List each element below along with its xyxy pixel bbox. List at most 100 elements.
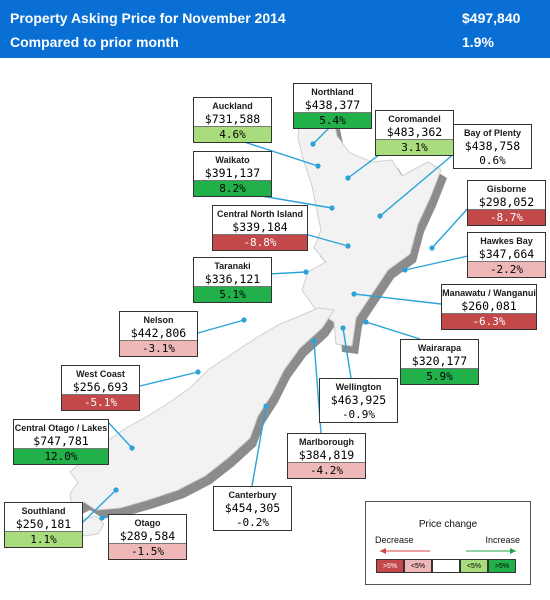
region-price: $391,137 [204, 166, 261, 180]
region-box-central-north-island: Central North Island $339,184 -8.8% [212, 205, 308, 251]
leader-line-west-coast [139, 371, 199, 387]
region-price: $454,305 [224, 501, 281, 515]
region-price: $347,664 [478, 247, 535, 261]
legend-swatch-large-decrease: >5% [376, 559, 404, 573]
national-price: $497,840 [462, 10, 521, 26]
price-change-legend: Price change Decrease Increase >5% <5% <… [365, 501, 531, 585]
region-change: -3.1% [120, 340, 197, 356]
region-name: Northland [311, 87, 354, 97]
legend-increase-label: Increase [485, 535, 520, 545]
region-change: -0.9% [320, 407, 397, 422]
region-name: Coromandel [388, 114, 441, 124]
region-change: 5.9% [401, 368, 478, 384]
location-dot-gisborne [429, 245, 435, 251]
location-dot-waikato [329, 205, 335, 211]
leader-line-nelson [197, 319, 245, 334]
region-name: Manawatu / Wanganui [442, 288, 536, 298]
leader-line-gisborne [431, 205, 471, 249]
location-dot-west-coast [195, 369, 201, 375]
region-box-northland: Northland $438,377 5.4% [293, 83, 372, 129]
region-box-hawkes-bay: Hawkes Bay $347,664 -2.2% [467, 232, 546, 278]
region-price: $260,081 [461, 299, 517, 313]
region-name: Central Otago / Lakes [14, 423, 108, 433]
region-name: West Coast [76, 369, 125, 379]
region-price: $747,781 [33, 434, 89, 448]
map-land [69, 93, 442, 537]
location-dot-central-otago-lakes [129, 445, 135, 451]
region-price: $438,758 [464, 139, 521, 153]
region-box-wellington: Wellington $463,925 -0.9% [319, 378, 398, 423]
location-dot-marlborough [311, 338, 317, 344]
region-name: Canterbury [228, 490, 277, 500]
region-box-coromandel: Coromandel $483,362 3.1% [375, 110, 454, 156]
leader-line-central-otago-lakes [107, 421, 133, 449]
region-box-manawatu-wanganui: Manawatu / Wanganui $260,081 -6.3% [441, 284, 537, 330]
location-dot-bay-of-plenty [377, 213, 383, 219]
location-dot-wairarapa [363, 319, 369, 325]
arrow-left-icon [380, 548, 386, 554]
region-change: -5.1% [62, 394, 139, 410]
location-dot-taranaki [303, 269, 309, 275]
region-change: 12.0% [14, 448, 108, 464]
region-box-marlborough: Marlborough $384,819 -4.2% [287, 433, 366, 479]
region-box-auckland: Auckland $731,588 4.6% [193, 97, 272, 143]
location-dot-wellington [340, 325, 346, 331]
region-change: 5.1% [194, 286, 271, 302]
region-box-west-coast: West Coast $256,693 -5.1% [61, 365, 140, 411]
region-box-central-otago-lakes: Central Otago / Lakes $747,781 12.0% [13, 419, 109, 465]
region-box-southland: Southland $250,181 1.1% [4, 502, 83, 548]
leader-line-wairarapa [365, 321, 421, 340]
region-change: -8.7% [468, 209, 545, 225]
region-price: $442,806 [130, 326, 187, 340]
location-dot-southland [113, 487, 119, 493]
location-dot-auckland [315, 163, 321, 169]
new-zealand-map [69, 93, 471, 537]
region-price: $438,377 [304, 98, 361, 112]
leader-line-bay-of-plenty [379, 152, 456, 217]
region-name: Central North Island [216, 209, 303, 219]
region-name: Marlborough [299, 437, 354, 447]
region-price: $250,181 [15, 517, 72, 531]
location-dot-otago [99, 515, 105, 521]
leader-line-hawkes-bay [404, 255, 469, 271]
region-price: $339,184 [232, 220, 288, 234]
region-price: $731,588 [204, 112, 261, 126]
region-change: 4.6% [194, 126, 271, 142]
region-change: 0.6% [454, 153, 531, 168]
region-change: -1.5% [109, 543, 186, 559]
region-change: 1.1% [5, 531, 82, 547]
legend-title: Price change [418, 519, 478, 530]
legend-swatch-large-increase: >5% [488, 559, 516, 573]
region-price: $384,819 [298, 448, 355, 462]
region-price: $289,584 [119, 529, 176, 543]
region-name: Waikato [215, 155, 250, 165]
page-subtitle: Compared to prior month [10, 34, 179, 50]
arrow-right-icon [510, 548, 516, 554]
legend-swatch-small-increase: <5% [460, 559, 488, 573]
region-box-waikato: Waikato $391,137 8.2% [193, 151, 272, 197]
region-price: $463,925 [330, 393, 387, 407]
region-change: -2.2% [468, 261, 545, 277]
location-dot-manawatu-wanganui [351, 291, 357, 297]
north-island [297, 93, 442, 347]
region-change: 5.4% [294, 112, 371, 128]
location-dot-coromandel [345, 175, 351, 181]
region-name: Hawkes Bay [480, 236, 533, 246]
region-name: Auckland [212, 101, 253, 111]
legend-decrease-label: Decrease [375, 535, 414, 545]
region-change: -6.3% [442, 313, 536, 329]
region-box-wairarapa: Wairarapa $320,177 5.9% [400, 339, 479, 385]
legend-swatch-neutral [432, 559, 460, 573]
region-name: Taranaki [214, 261, 251, 271]
region-price: $483,362 [386, 125, 443, 139]
region-change: 3.1% [376, 139, 453, 155]
legend-swatch-small-decrease: <5% [404, 559, 432, 573]
leader-line-manawatu-wanganui [353, 293, 442, 305]
location-dot-northland [310, 141, 316, 147]
region-box-taranaki: Taranaki $336,121 5.1% [193, 257, 272, 303]
location-dot-hawkes-bay [402, 267, 408, 273]
leader-line-canterbury [251, 405, 267, 487]
legend-arrows [380, 548, 516, 554]
national-change: 1.9% [462, 34, 494, 50]
region-box-gisborne: Gisborne $298,052 -8.7% [467, 180, 546, 226]
